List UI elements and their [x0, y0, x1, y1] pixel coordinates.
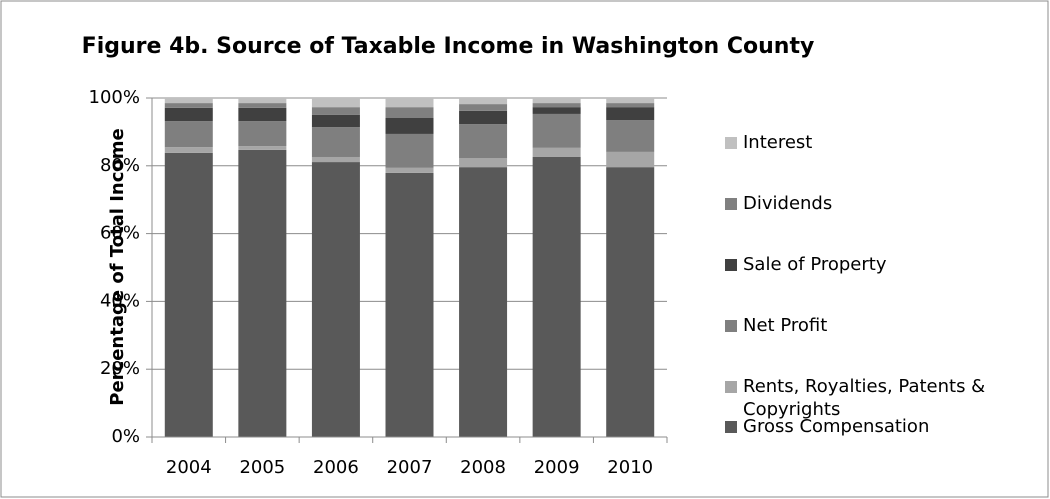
- legend-label: Gross Compensation: [743, 416, 930, 437]
- y-axis-label: Percentage of Total Income: [107, 128, 128, 406]
- bar-segment: [238, 149, 287, 437]
- bar-segment: [532, 107, 581, 114]
- bar-segment: [385, 107, 434, 119]
- bar-segment: [385, 98, 434, 108]
- x-tick-label: 2010: [607, 457, 653, 478]
- bar-segment: [164, 147, 213, 153]
- bar-segment: [459, 110, 508, 125]
- bar-segment: [164, 98, 213, 104]
- x-tick-label: 2005: [239, 457, 285, 478]
- bar-segment: [164, 121, 213, 148]
- bar-segment: [606, 98, 655, 104]
- bar-segment: [606, 167, 655, 437]
- bar-segment: [606, 120, 655, 152]
- legend-item: Net Profit: [725, 314, 1025, 337]
- bar-segment: [459, 158, 508, 168]
- bar-segment: [606, 107, 655, 121]
- y-tick-label: 20%: [100, 358, 140, 379]
- y-tick-label: 40%: [100, 290, 140, 311]
- bar-segment: [238, 107, 287, 122]
- bar-segment: [532, 156, 581, 437]
- bar-segment: [532, 147, 581, 157]
- x-tick-label: 2007: [387, 457, 433, 478]
- legend-item: Dividends: [725, 192, 1025, 215]
- bar-segment: [164, 107, 213, 122]
- bar-segment: [606, 151, 655, 168]
- legend-item: Sale of Property: [725, 253, 1025, 276]
- bar-segment: [238, 103, 287, 108]
- bar-segment: [459, 98, 508, 105]
- bar-segment: [311, 162, 360, 438]
- legend-item: Rents, Royalties, Patents & Copyrights: [725, 375, 1025, 421]
- bar-segment: [311, 127, 360, 157]
- bar-segment: [532, 98, 581, 104]
- legend-swatch: [725, 421, 737, 433]
- legend-item: Gross Compensation: [725, 415, 1025, 438]
- legend-swatch: [725, 320, 737, 332]
- bar-segment: [385, 167, 434, 173]
- x-tick-label: 2006: [313, 457, 359, 478]
- bar-segment: [459, 124, 508, 159]
- legend-label: Net Profit: [743, 315, 828, 336]
- bar-segment: [385, 118, 434, 134]
- bar-segment: [459, 167, 508, 437]
- bar-segment: [164, 103, 213, 108]
- x-tick-label: 2009: [534, 457, 580, 478]
- bar-segment: [238, 146, 287, 150]
- bar-segment: [238, 121, 287, 147]
- bar-segment: [459, 104, 508, 111]
- y-tick-label: 0%: [111, 426, 140, 447]
- legend-swatch: [725, 381, 737, 393]
- bar-segment: [311, 107, 360, 115]
- bar-segment: [606, 103, 655, 108]
- y-tick-label: 60%: [100, 223, 140, 244]
- bar-segment: [311, 156, 360, 163]
- bar-segment: [164, 152, 213, 437]
- legend-label: Sale of Property: [743, 254, 887, 275]
- legend-swatch: [725, 198, 737, 210]
- bar-segment: [385, 133, 434, 168]
- y-tick-label: 100%: [89, 87, 140, 108]
- bar-segment: [532, 103, 581, 108]
- legend-label: Rents, Royalties, Patents & Copyrights: [743, 376, 986, 420]
- legend-swatch: [725, 137, 737, 149]
- legend-swatch: [725, 259, 737, 271]
- chart-title: Figure 4b. Source of Taxable Income in W…: [82, 34, 815, 59]
- bar-segment: [238, 98, 287, 104]
- x-tick-label: 2004: [166, 457, 212, 478]
- bar-segment: [311, 114, 360, 128]
- x-tick-label: 2008: [460, 457, 506, 478]
- bar-segment: [385, 172, 434, 437]
- bar-segment: [532, 113, 581, 148]
- bar-segment: [311, 98, 360, 108]
- legend-label: Interest: [743, 132, 813, 153]
- legend-label: Dividends: [743, 193, 833, 214]
- legend-item: Interest: [725, 131, 1025, 154]
- y-tick-label: 80%: [100, 155, 140, 176]
